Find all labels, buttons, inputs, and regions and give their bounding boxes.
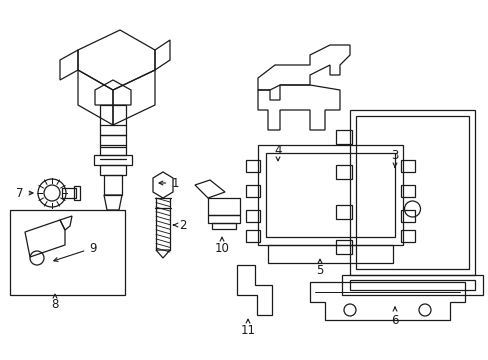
Text: 2: 2 [173, 219, 186, 231]
Text: 11: 11 [240, 319, 255, 337]
Bar [335, 130, 351, 144]
Bar [62, 188, 76, 198]
Text: 9: 9 [54, 242, 97, 261]
Text: 8: 8 [51, 294, 59, 311]
Bar [400, 160, 414, 172]
Text: 7: 7 [16, 186, 33, 199]
Bar [349, 280, 474, 290]
Bar [400, 185, 414, 197]
Text: 10: 10 [214, 237, 229, 255]
Bar [207, 215, 240, 223]
Text: 4: 4 [274, 144, 281, 161]
Bar [355, 116, 468, 269]
Bar [258, 145, 402, 245]
Bar [212, 223, 236, 229]
Bar [245, 210, 260, 222]
Text: 5: 5 [316, 259, 323, 276]
Bar [400, 230, 414, 242]
Bar [335, 240, 351, 254]
Bar [245, 160, 260, 172]
Bar [245, 185, 260, 197]
Text: 3: 3 [390, 149, 398, 167]
Bar [335, 165, 351, 179]
Text: 6: 6 [390, 307, 398, 327]
Bar [245, 230, 260, 242]
Bar [341, 275, 482, 295]
Bar [74, 186, 80, 200]
Bar [265, 153, 394, 237]
Bar [400, 210, 414, 222]
Bar [10, 210, 125, 295]
Text: 1: 1 [159, 176, 179, 189]
Bar [267, 245, 392, 263]
Bar [349, 110, 474, 275]
Bar [335, 205, 351, 219]
